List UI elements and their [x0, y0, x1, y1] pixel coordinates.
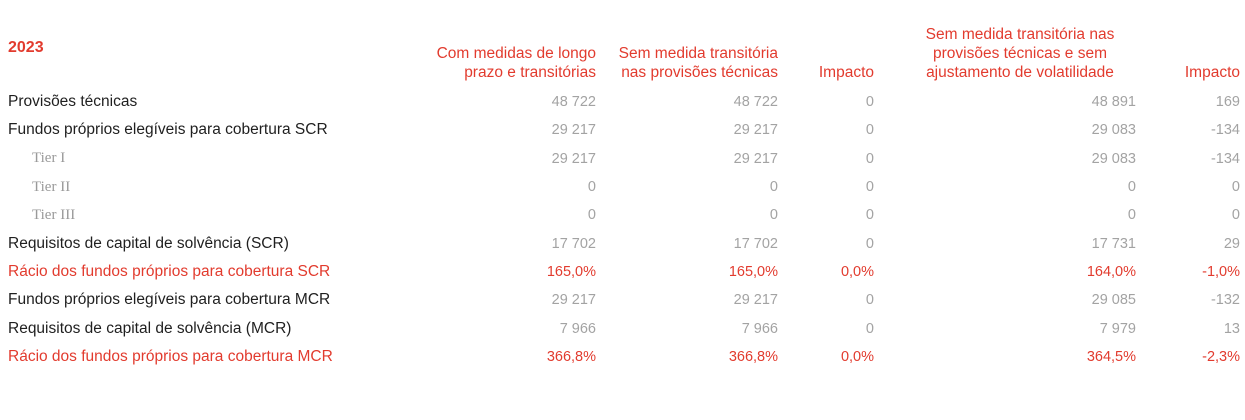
cell-value: 29 — [1223, 235, 1240, 252]
cell-value: 13 — [1223, 320, 1240, 337]
header-impact-1: Impacto — [818, 64, 874, 81]
table-row: Provisões técnicas 48 722 48 722 0 48 89… — [8, 88, 1240, 116]
cell-value: 29 217 — [551, 122, 596, 139]
cell-value: 364,5% — [1086, 348, 1136, 365]
cell-value: 0 — [865, 320, 874, 337]
row-label: Requisitos de capital de solvência (SCR) — [8, 234, 289, 252]
cell-value: 165,0% — [546, 263, 596, 280]
year-heading: 2023 — [8, 38, 44, 56]
cell-value: 48 722 — [551, 94, 596, 111]
table-row: Tier II 0 0 0 0 0 — [8, 173, 1240, 201]
row-label: Tier I — [32, 150, 66, 167]
cell-value: 29 217 — [733, 292, 778, 309]
row-label: Tier III — [32, 206, 76, 223]
cell-value: 17 702 — [551, 235, 596, 252]
cell-value: 165,0% — [728, 263, 778, 280]
cell-value: 0 — [1127, 179, 1136, 196]
cell-value: 366,8% — [546, 348, 596, 365]
cell-value: -1,0% — [1202, 263, 1240, 280]
table-body: Provisões técnicas 48 722 48 722 0 48 89… — [8, 88, 1240, 371]
row-label: Rácio dos fundos próprios para cobertura… — [8, 262, 331, 280]
cell-value: 0 — [865, 94, 874, 111]
cell-value: 0 — [769, 179, 778, 196]
cell-value: -2,3% — [1202, 348, 1240, 365]
cell-value: 0 — [865, 235, 874, 252]
row-label: Provisões técnicas — [8, 93, 138, 111]
table-row: Tier III 0 0 0 0 0 — [8, 201, 1240, 229]
table-row: Tier I 29 217 29 217 0 29 083 -134 — [8, 145, 1240, 173]
cell-value: 0 — [587, 179, 596, 196]
header-impact-2: Impacto — [1184, 64, 1240, 81]
cell-value: 29 217 — [733, 122, 778, 139]
table-row: Fundos próprios elegíveis para cobertura… — [8, 116, 1240, 144]
header-row: 2023 Com medidas de longo prazo e transi… — [8, 6, 1240, 88]
table-row-ratio-mcr: Rácio dos fundos próprios para cobertura… — [8, 343, 1240, 371]
cell-value: 0 — [1127, 207, 1136, 224]
header-without-transitional: Sem medida transitória nas provisões téc… — [618, 45, 778, 81]
cell-value: 164,0% — [1086, 263, 1136, 280]
cell-value: 169 — [1215, 94, 1240, 111]
cell-value: 0 — [865, 207, 874, 224]
cell-value: 0 — [865, 179, 874, 196]
cell-value: 7 966 — [741, 320, 778, 337]
cell-value: 0 — [769, 207, 778, 224]
row-label: Fundos próprios elegíveis para cobertura… — [8, 121, 328, 139]
cell-value: 0 — [587, 207, 596, 224]
cell-value: 366,8% — [728, 348, 778, 365]
cell-value: 0 — [1231, 179, 1240, 196]
cell-value: 29 083 — [1091, 122, 1136, 139]
cell-value: 0,0% — [840, 348, 874, 365]
cell-value: 29 217 — [733, 150, 778, 167]
row-label: Requisitos de capital de solvência (MCR) — [8, 319, 292, 337]
cell-value: -134 — [1210, 150, 1240, 167]
table-row: Fundos próprios elegíveis para cobertura… — [8, 286, 1240, 314]
cell-value: 48 891 — [1091, 94, 1136, 111]
cell-value: -134 — [1210, 122, 1240, 139]
cell-value: 29 083 — [1091, 150, 1136, 167]
row-label: Rácio dos fundos próprios para cobertura… — [8, 347, 333, 365]
cell-value: 17 731 — [1091, 235, 1136, 252]
cell-value: 17 702 — [733, 235, 778, 252]
cell-value: 29 085 — [1091, 292, 1136, 309]
table-row-ratio-scr: Rácio dos fundos próprios para cobertura… — [8, 258, 1240, 286]
table-row: Requisitos de capital de solvência (MCR)… — [8, 314, 1240, 342]
header-with-measures: Com medidas de longo prazo e transitória… — [436, 45, 596, 81]
table-header: 2023 Com medidas de longo prazo e transi… — [8, 6, 1240, 88]
cell-value: 0 — [1231, 207, 1240, 224]
cell-value: 7 966 — [559, 320, 596, 337]
cell-value: 29 217 — [551, 292, 596, 309]
cell-value: 0 — [865, 292, 874, 309]
cell-value: 48 722 — [733, 94, 778, 111]
row-label: Tier II — [32, 178, 71, 195]
header-without-transitional-and-volatility: Sem medida transitória nas provisões téc… — [925, 26, 1115, 81]
solvency-impact-table: 2023 Com medidas de longo prazo e transi… — [8, 6, 1240, 371]
cell-value: 0 — [865, 150, 874, 167]
cell-value: 29 217 — [551, 150, 596, 167]
cell-value: 7 979 — [1099, 320, 1136, 337]
cell-value: -132 — [1210, 292, 1240, 309]
row-label: Fundos próprios elegíveis para cobertura… — [8, 291, 331, 309]
cell-value: 0,0% — [840, 263, 874, 280]
cell-value: 0 — [865, 122, 874, 139]
table-row: Requisitos de capital de solvência (SCR)… — [8, 229, 1240, 257]
